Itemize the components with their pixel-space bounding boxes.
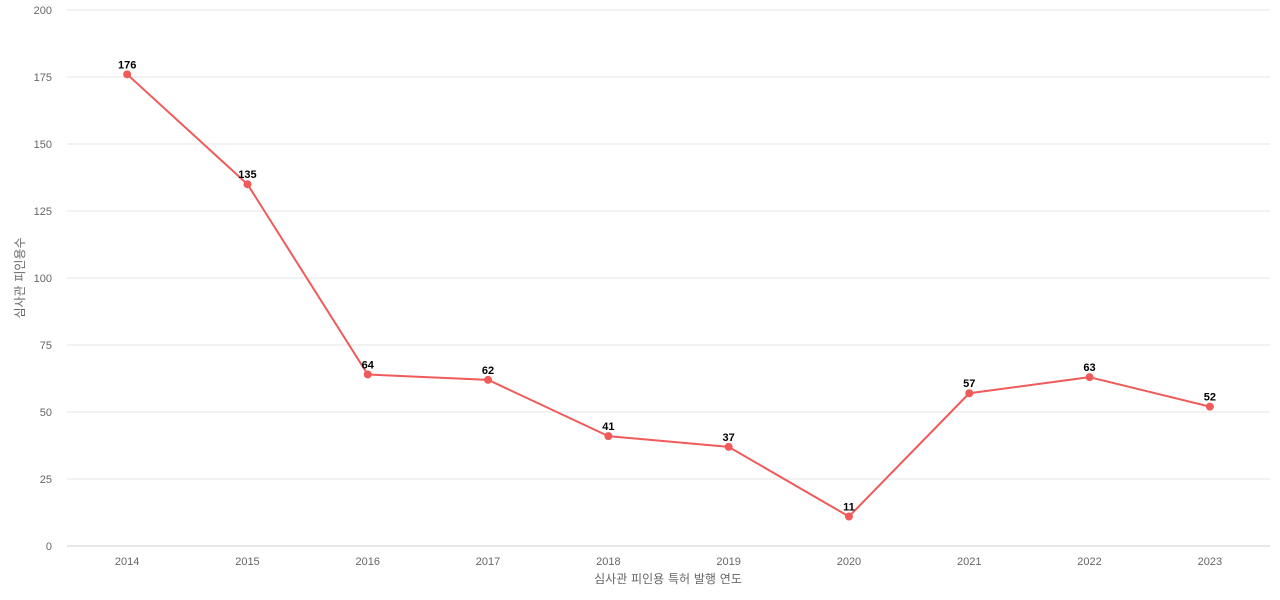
data-point[interactable]	[1085, 373, 1094, 382]
data-point[interactable]	[724, 442, 733, 451]
x-tick-label: 2017	[476, 556, 500, 568]
data-point[interactable]	[965, 389, 974, 398]
y-tick-label: 25	[40, 474, 52, 486]
data-label: 37	[723, 432, 735, 444]
y-tick-label: 150	[34, 139, 52, 151]
data-point[interactable]	[844, 512, 853, 521]
series	[123, 70, 1214, 521]
data-point[interactable]	[123, 70, 132, 79]
data-label: 62	[482, 365, 494, 377]
data-labels: 176 135 64 62 41 37 11 57 63 52	[118, 59, 1216, 513]
data-point[interactable]	[243, 180, 252, 189]
gridlines	[67, 9, 1270, 547]
data-point[interactable]	[604, 432, 613, 441]
x-tick-label: 2014	[115, 556, 139, 568]
y-tick-label: 125	[34, 206, 52, 218]
data-label: 41	[602, 421, 614, 433]
x-tick-label: 2019	[716, 556, 740, 568]
y-tick-label: 200	[34, 5, 52, 17]
data-label: 64	[362, 359, 375, 371]
series-line	[126, 73, 1211, 518]
y-axis: 0 25 50 75 100 125 150 175 200	[34, 5, 52, 553]
x-tick-label: 2021	[957, 556, 981, 568]
data-label: 176	[118, 59, 136, 71]
data-label: 63	[1083, 362, 1095, 374]
y-tick-label: 0	[46, 541, 52, 553]
x-axis-title: 심사관 피인용 특허 발행 연도	[594, 571, 742, 586]
data-label: 57	[963, 378, 975, 390]
y-tick-label: 75	[40, 340, 52, 352]
x-tick-label: 2016	[356, 556, 380, 568]
y-tick-label: 100	[34, 273, 52, 285]
x-tick-label: 2020	[837, 556, 861, 568]
x-axis: 2014 2015 2016 2017 2018 2019 2020 2021 2022 2023	[115, 556, 1222, 568]
x-tick-label: 2022	[1077, 556, 1101, 568]
data-point[interactable]	[363, 370, 372, 379]
y-tick-label: 50	[40, 407, 52, 419]
y-axis-title: 심사관 피인용수	[13, 237, 27, 318]
y-tick-label: 175	[34, 72, 52, 84]
data-label: 135	[238, 169, 256, 181]
x-tick-label: 2018	[596, 556, 620, 568]
data-point[interactable]	[1205, 402, 1214, 411]
data-point[interactable]	[484, 375, 493, 384]
x-tick-label: 2023	[1198, 556, 1222, 568]
data-label: 52	[1204, 392, 1216, 404]
data-label: 11	[843, 502, 855, 514]
x-tick-label: 2015	[235, 556, 259, 568]
